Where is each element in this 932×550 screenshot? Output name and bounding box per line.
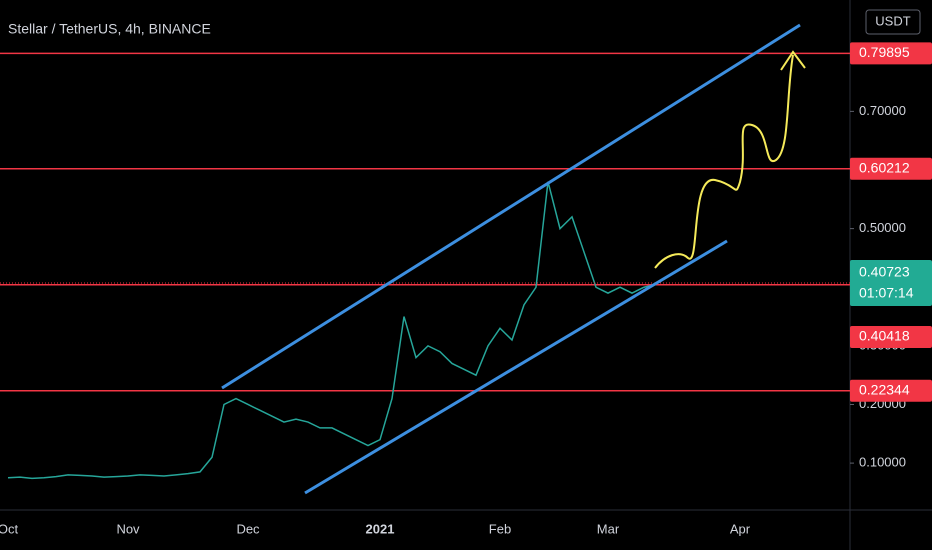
level-label: 0.79895: [859, 44, 910, 60]
x-tick-label: Feb: [489, 521, 511, 536]
x-tick-label: Dec: [236, 521, 260, 536]
level-label-box: [850, 326, 932, 349]
level-label-box: [850, 379, 932, 402]
channel-lower: [304, 239, 728, 495]
x-tick-label: Apr: [730, 521, 751, 536]
level-label: 0.60212: [859, 159, 910, 175]
level-label: 0.22344: [859, 381, 910, 397]
x-tick-label: Oct: [0, 521, 18, 536]
arrow-head: [780, 50, 806, 71]
level-label: 0.40418: [859, 328, 910, 344]
x-tick-label: 2021: [366, 521, 395, 536]
projection-arrow: [654, 54, 794, 269]
countdown: 01:07:14: [859, 285, 914, 301]
level-label-box: [850, 157, 932, 180]
currency-box[interactable]: [865, 9, 921, 35]
x-tick-label: Nov: [116, 521, 140, 536]
y-tick-label: 0.50000: [859, 220, 906, 235]
y-tick-label: 0.70000: [859, 103, 906, 118]
last-price: 0.40723: [859, 264, 910, 280]
x-tick-label: Mar: [597, 521, 620, 536]
last-price-box: [850, 260, 932, 307]
y-tick-label: 0.10000: [859, 455, 906, 470]
currency[interactable]: USDT: [875, 13, 910, 28]
chart-title: Stellar / TetherUS, 4h, BINANCE: [8, 21, 211, 37]
level-label-box: [850, 42, 932, 65]
channel-upper: [221, 23, 801, 390]
